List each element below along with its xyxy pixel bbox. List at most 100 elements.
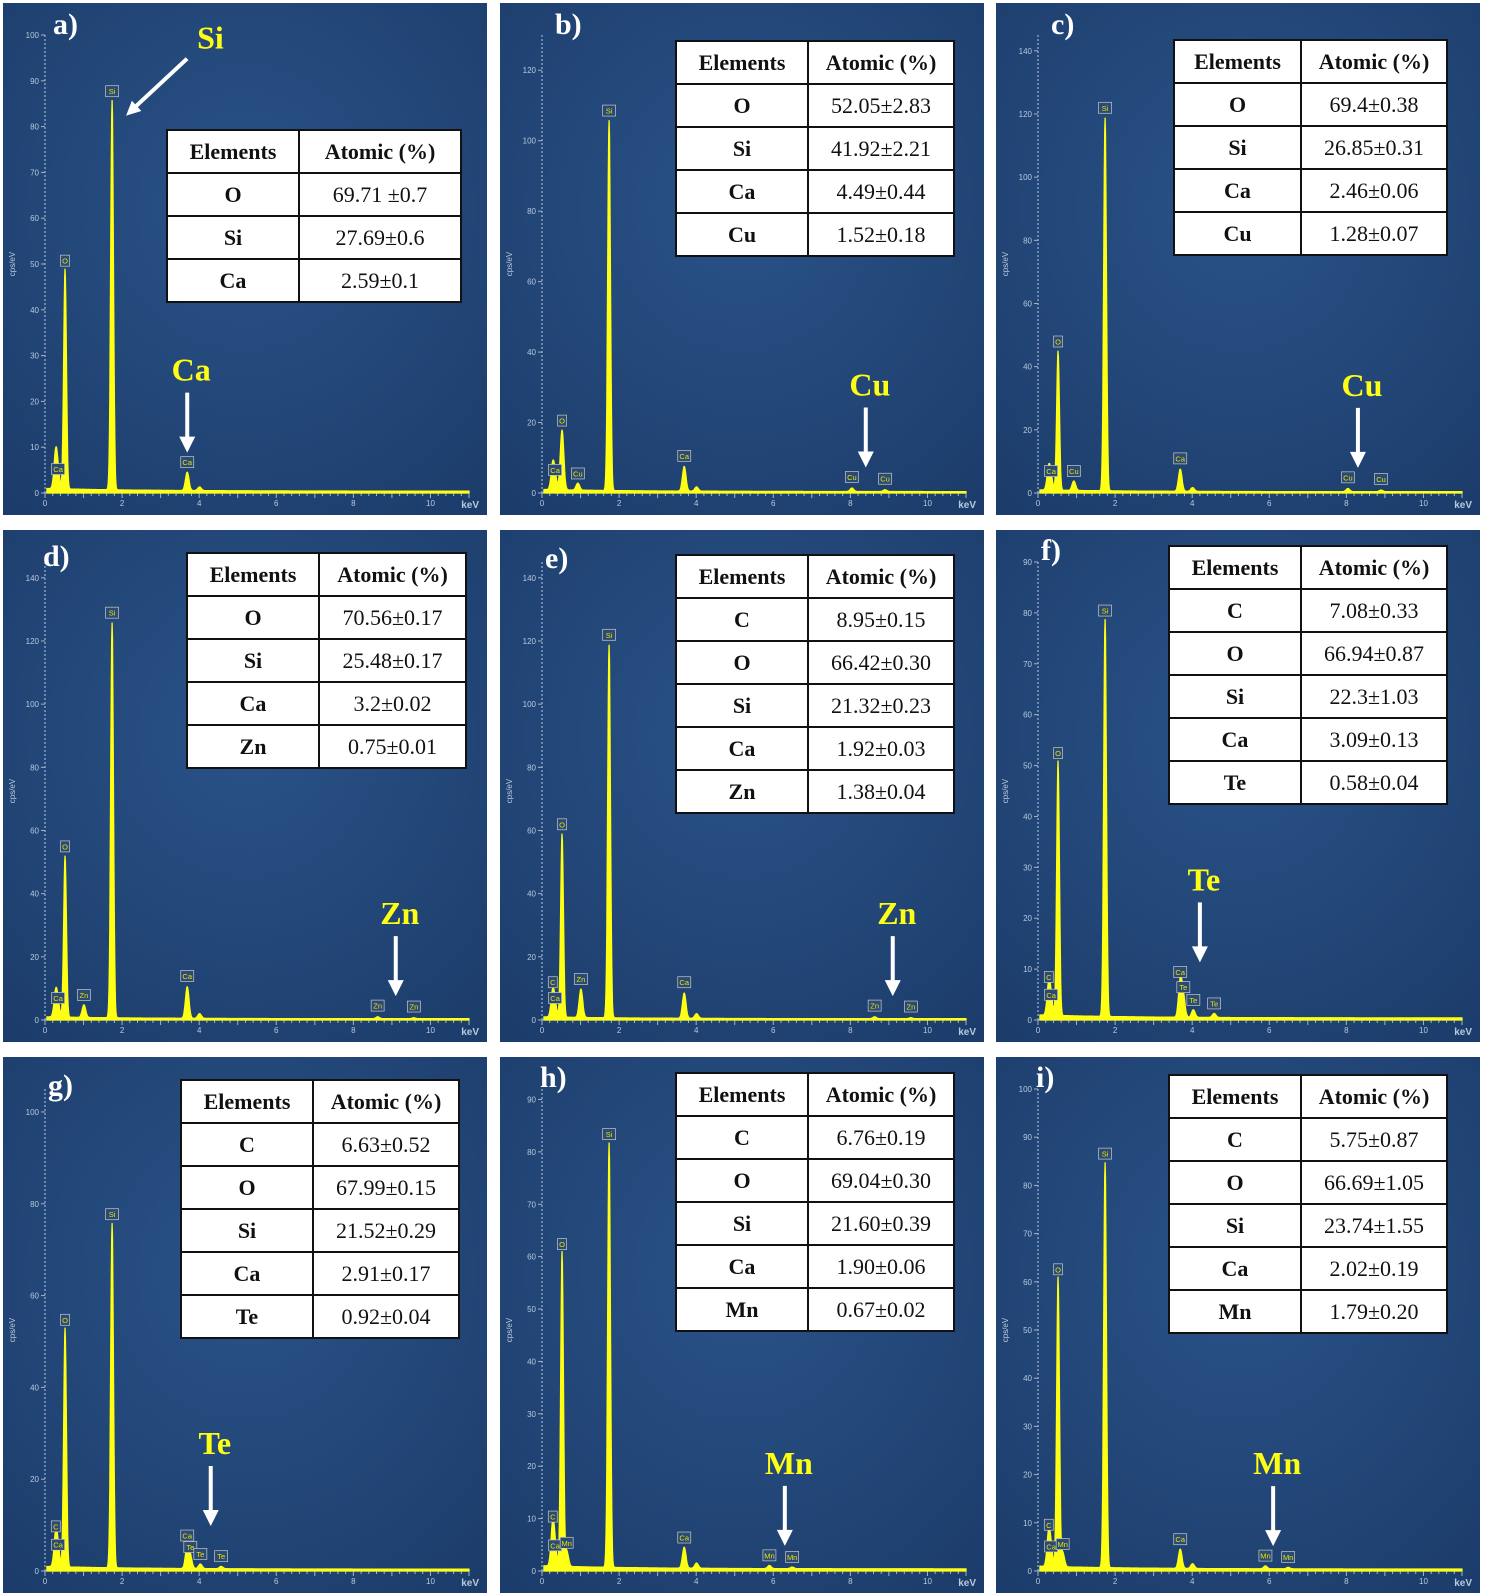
element-cell: O [675,83,809,128]
annotation-label: Te [1188,861,1221,897]
x-axis-unit: keV [1454,500,1472,511]
y-tick-label: 60 [30,1292,39,1301]
y-tick-label: 70 [1023,660,1032,669]
composition-table: Elements Atomic (%) O 69.4±0.38 Si 26.85±0.31… [1173,39,1448,256]
table-row: Ca 2.91±0.17 [180,1251,460,1296]
peak-label-box [214,1550,229,1563]
y-axis-unit: cps/eV [8,1317,17,1342]
element-cell: Ca [166,258,300,303]
y-tick-label: 0 [1028,1567,1033,1576]
table-row: Si 27.69±0.6 [166,215,462,260]
y-tick-label: 30 [1023,1422,1032,1431]
x-tick-label: 4 [197,1577,202,1586]
peak-label: Cu [847,473,857,482]
atomic-cell: 22.3±1.03 [1300,674,1448,719]
peak-label: C [1046,973,1052,982]
peak-label: Ca [679,978,689,987]
peak-label-box [1055,1538,1070,1550]
y-tick-label: 80 [30,1200,39,1209]
table-row: O 66.69±1.05 [1168,1160,1448,1205]
peak-label: Mn [787,1553,797,1562]
annotation-label: Ca [172,352,211,388]
header-elements: Elements [186,552,320,597]
table-row: Ca 2.02±0.19 [1168,1246,1448,1291]
atomic-cell: 3.09±0.13 [1300,717,1448,762]
y-tick-label: 100 [26,1108,40,1117]
peak-label: Mn [1283,1553,1293,1562]
y-tick-label: 20 [30,397,39,406]
peak-label: Ca [550,994,560,1003]
element-cell: Cu [675,212,809,257]
peak-label: Zn [409,1003,418,1012]
x-tick-label: 8 [351,499,356,508]
eds-panel: 0 20 40 60 80 100 120 0 2 4 6 8 10 keV cps/eV Ca O Cu Si Ca… [500,3,984,515]
y-tick-label: 10 [1023,1519,1032,1528]
x-tick-label: 0 [540,1026,545,1035]
eds-panel: 0 20 40 60 80 100 0 2 4 6 8 10 keV cps/eV C Ca O Si Ca Te Te… [3,1057,487,1593]
y-tick-label: 40 [1023,812,1032,821]
element-cell: C [675,1115,809,1160]
annotation-arrow-head [1265,1530,1282,1547]
annotation-label: Mn [765,1445,813,1481]
element-cell: Ca [180,1251,314,1296]
element-cell: C [180,1122,314,1167]
table-header-row: Elements Atomic (%) [1168,545,1448,590]
y-tick-label: 50 [527,1305,536,1314]
header-atomic: Atomic (%) [1300,39,1448,84]
peak-label-box [559,1536,574,1549]
y-tick-label: 60 [527,1253,536,1262]
peak-label-box [51,1538,65,1551]
table-row: Si 25.48±0.17 [186,638,467,683]
spectrum-trace [543,644,967,1021]
x-tick-label: 8 [1344,499,1349,508]
header-atomic: Atomic (%) [807,554,955,599]
y-tick-label: 80 [1023,609,1032,618]
peak-label-box [557,818,567,831]
y-tick-label: 120 [26,637,40,646]
element-cell: O [1168,1160,1302,1205]
peak-label: Ca [182,1532,192,1541]
element-cell: O [186,595,320,640]
peak-label: Ca [53,994,63,1003]
peak-label-box [557,414,567,427]
x-axis-unit: keV [958,1578,976,1589]
x-tick-label: 6 [1267,1026,1272,1035]
header-elements: Elements [1168,545,1302,590]
peak-label: Ca [53,1541,63,1550]
element-cell: O [1173,82,1302,127]
y-tick-label: 0 [35,1016,40,1025]
table-row: Ca 3.09±0.13 [1168,717,1448,762]
x-tick-label: 4 [197,1026,202,1035]
atomic-cell: 67.99±0.15 [312,1165,460,1210]
element-cell: Ca [1173,168,1302,213]
panel-label: b) [555,8,582,41]
element-cell: Zn [675,769,809,814]
atomic-cell: 27.69±0.6 [298,215,462,260]
peak-label-box [548,992,562,1004]
annotation-arrow-shaft [128,57,189,114]
x-tick-label: 2 [1113,499,1118,508]
peak-label-box [845,471,859,483]
peak-label-box [1098,101,1112,114]
element-cell: Si [186,638,320,683]
peak-label-box [878,472,892,485]
y-tick-label: 0 [35,1567,40,1576]
composition-table: Elements Atomic (%) C 8.95±0.15 O 66.42±0.30 S… [675,554,955,814]
peak-label-box [370,999,385,1012]
peak-label-box [1053,1263,1063,1276]
peak-label: Zn [906,1003,915,1012]
x-tick-label: 2 [617,1026,622,1035]
peak-label: O [1055,749,1061,758]
annotation-label: Zn [877,895,916,931]
y-axis-unit: cps/eV [1001,1317,1010,1342]
peak-label-box [60,1313,70,1326]
y-tick-label: 20 [527,419,536,428]
spectrum-trace [46,622,470,1021]
y-tick-label: 0 [35,489,40,498]
peak-label: Cu [1343,473,1353,482]
atomic-cell: 1.79±0.20 [1300,1289,1448,1334]
y-tick-label: 40 [30,890,39,899]
table-row: Ca 3.2±0.02 [186,681,467,726]
peak-label-box [785,1551,800,1563]
peak-label-box [60,254,70,267]
